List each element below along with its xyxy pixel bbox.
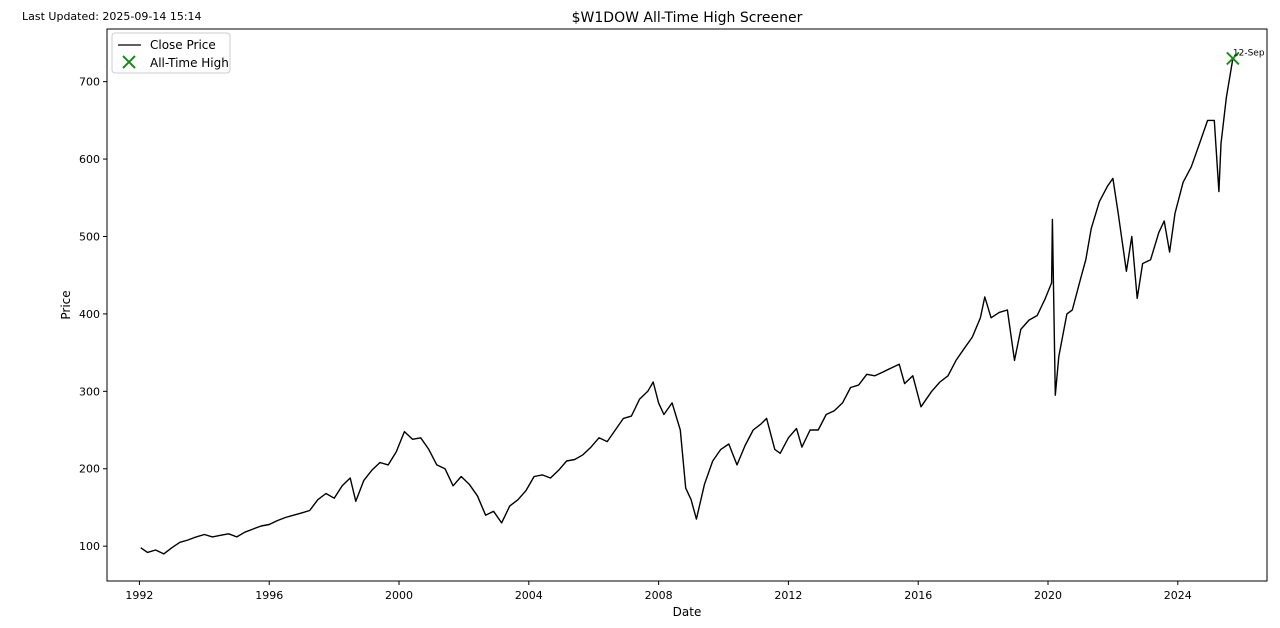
x-axis: 1992 1996 2000 2004 2008 2012 2016 2020 2024 — [125, 581, 1192, 602]
x-tick-label: 1992 — [125, 589, 153, 602]
x-tick-label: 2004 — [515, 589, 543, 602]
y-tick-label: 400 — [79, 308, 100, 321]
y-tick-label: 700 — [79, 76, 100, 89]
y-tick-label: 500 — [79, 230, 100, 243]
series-layer: 12-Sep — [140, 48, 1265, 555]
y-axis: 100 200 300 400 500 600 700 — [79, 76, 107, 553]
all-time-high-marker — [1226, 51, 1240, 66]
legend-x-marker-icon — [122, 55, 136, 69]
legend-all-time-high: All-Time High — [150, 56, 229, 70]
x-tick-label: 1996 — [255, 589, 283, 602]
x-tick-label: 2024 — [1164, 589, 1192, 602]
legend-box — [111, 32, 231, 74]
legend-close-price: Close Price — [150, 38, 216, 52]
x-tick-label: 2016 — [904, 589, 932, 602]
y-tick-label: 300 — [79, 385, 100, 398]
last-updated-text: Last Updated: 2025-09-14 15:14 — [22, 10, 202, 23]
y-tick-label: 200 — [79, 463, 100, 476]
all-time-high-label: 12-Sep — [1233, 48, 1265, 58]
x-axis-label: Date — [673, 605, 702, 619]
y-axis-label: Price — [59, 290, 73, 319]
series-line-close-price — [140, 58, 1234, 555]
x-tick-label: 2000 — [385, 589, 413, 602]
y-tick-label: 100 — [79, 540, 100, 553]
chart-title: $W1DOW All-Time High Screener — [572, 10, 803, 26]
x-tick-label: 2008 — [645, 589, 673, 602]
plot-frame — [106, 28, 1268, 582]
legend: Close Price All-Time High — [111, 32, 231, 74]
x-tick-label: 2012 — [774, 589, 802, 602]
x-tick-label: 2020 — [1034, 589, 1062, 602]
y-tick-label: 600 — [79, 153, 100, 166]
